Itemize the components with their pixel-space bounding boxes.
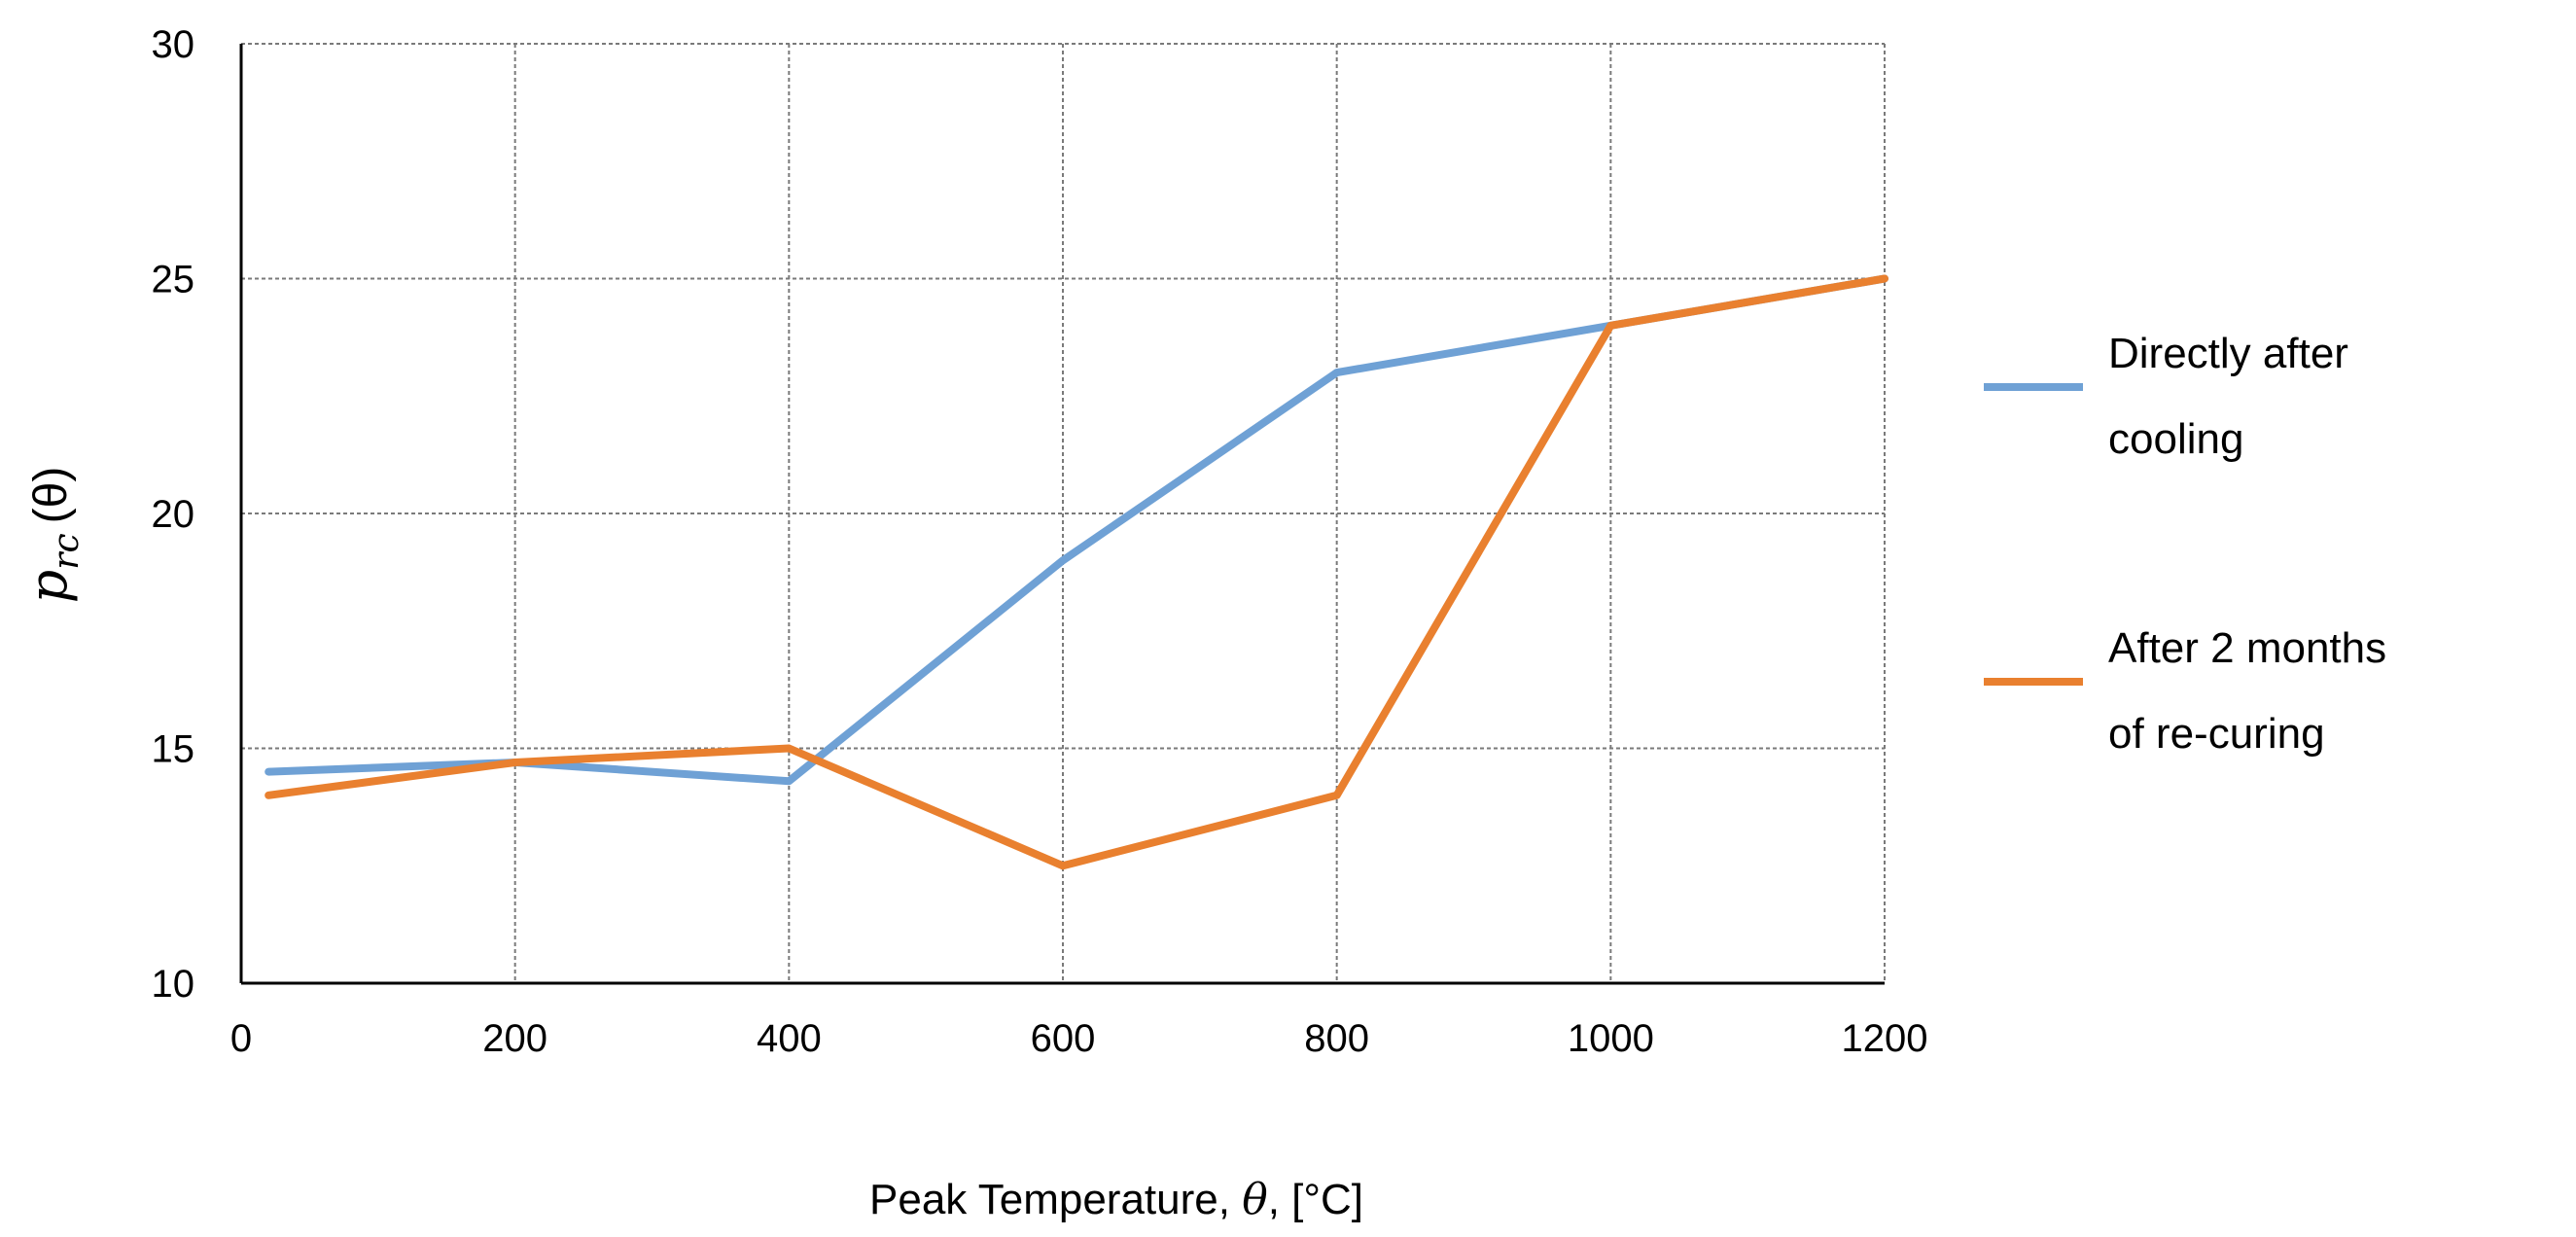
legend: Directly after cooling After 2 months of re… — [1984, 330, 2386, 758]
y-tick-label: 10 — [152, 963, 195, 1006]
y-tick-label: 30 — [152, 23, 195, 66]
y-tick-label: 20 — [152, 493, 195, 536]
legend-label-1: cooling — [2108, 415, 2243, 463]
y-axis-title-base: p — [18, 570, 79, 604]
x-axis-title-symbol: θ — [1242, 1175, 1268, 1224]
x-tick-label: 400 — [757, 1017, 822, 1060]
series-line-1 — [265, 274, 1888, 786]
legend-label-1: Directly after — [2108, 330, 2348, 377]
tick-labels: 0 200 400 600 800 1000 1200 10 15 20 25 30 — [152, 23, 1928, 1060]
grid — [241, 43, 1886, 983]
legend-label-2: of re-curing — [2108, 710, 2325, 758]
x-tick-label: 200 — [482, 1017, 547, 1060]
y-tick-label: 25 — [152, 259, 195, 301]
legend-label-2: After 2 months — [2108, 624, 2386, 672]
y-axis-title-subscript: rc — [47, 533, 87, 569]
series-lines — [265, 274, 1888, 870]
x-tick-label: 1200 — [1842, 1017, 1928, 1060]
x-axis-title-suffix: , [°C] — [1268, 1176, 1363, 1223]
axes — [239, 44, 1885, 985]
y-axis-title-arg: (θ) — [25, 467, 77, 524]
series-line-2 — [265, 274, 1888, 870]
x-axis-title-prefix: Peak Temperature, — [869, 1176, 1242, 1223]
x-tick-label: 1000 — [1568, 1017, 1654, 1060]
x-tick-label: 0 — [230, 1017, 252, 1060]
x-tick-label: 800 — [1304, 1017, 1369, 1060]
x-axis-title: Peak Temperature, θ, [°C] — [869, 1175, 1363, 1224]
y-tick-label: 15 — [152, 728, 195, 771]
y-axis-title: prc (θ) — [18, 467, 87, 604]
x-tick-label: 600 — [1031, 1017, 1096, 1060]
